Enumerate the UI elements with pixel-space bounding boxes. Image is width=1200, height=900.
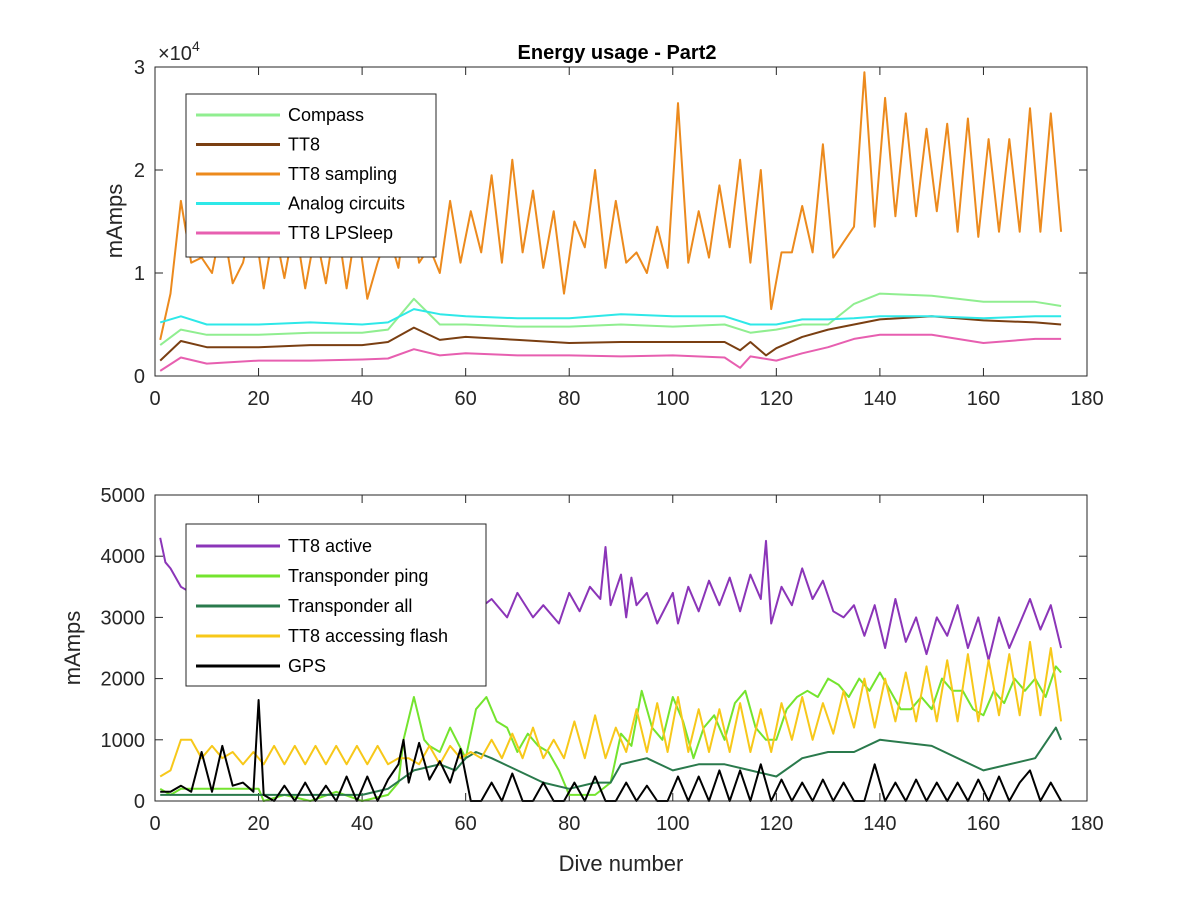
legend-label-transponder-ping: Transponder ping [288,566,428,586]
legend-label-compass: Compass [288,105,364,125]
bottom-legend: TT8 active Transponder ping Transponder al… [185,523,487,687]
series-line-tt8-accessing-flash [159,640,1063,778]
x-tick-label: 40 [351,388,373,410]
x-tick-label: 160 [967,813,1000,835]
x-tick-label: 80 [558,388,580,410]
top-y-axis-label: mAmps [102,184,127,259]
y-tick-label: 3000 [101,607,146,629]
series-line-transponder-all [160,726,1063,796]
legend-label-tt8-sampling: TT8 sampling [288,164,397,184]
series-line-compass [159,292,1062,346]
bottom-x-axis-label: Dive number [559,851,684,876]
series-line-tt8 [159,315,1062,362]
x-tick-label: 120 [760,388,793,410]
x-tick-label: 120 [760,813,793,835]
bottom-plot-frame [154,494,1088,802]
x-tick-label: 180 [1070,813,1103,835]
y-tick-label: 1 [134,263,145,285]
y-tick-label: 5000 [101,485,146,507]
bottom-y-axis-label: mAmps [60,611,85,686]
legend-label-tt8: TT8 [288,135,320,155]
bottom-series-lines [159,537,1063,802]
x-tick-label: 20 [247,388,269,410]
y-tick-label: 4000 [101,546,146,568]
y-tick-label: 2000 [101,669,146,691]
legend-label-tt8-active: TT8 active [288,536,372,556]
bottom-x-ticks: 0 20 40 60 80 100 120 140 160 180 [149,495,1104,835]
x-tick-label: 0 [149,813,160,835]
x-tick-label: 40 [351,813,373,835]
y-tick-label: 0 [134,791,145,813]
y-tick-label: 0 [134,366,145,388]
x-tick-label: 60 [455,813,477,835]
x-tick-label: 180 [1070,388,1103,410]
series-line-tt8-sampling [159,71,1063,341]
x-tick-label: 0 [149,388,160,410]
legend-label-gps: GPS [288,656,326,676]
bottom-chart-panel: mAmps Dive number 0 20 40 60 80 100 120 140 160 1… [60,485,1104,876]
y-tick-label: 1000 [101,730,146,752]
y-tick-label: 2 [134,160,145,182]
legend-label-analog-circuits: Analog circuits [288,194,405,214]
series-line-tt8-lpsleep [159,333,1062,372]
y-exponent-label: ×104 [158,38,200,65]
x-tick-label: 140 [863,388,896,410]
top-series-lines [159,71,1063,372]
legend-label-transponder-all: Transponder all [288,596,412,616]
chart-title: Energy usage - Part2 [518,42,717,64]
x-tick-label: 140 [863,813,896,835]
bottom-y-ticks: 0 1000 2000 3000 4000 5000 [101,485,1087,813]
legend-label-tt8-accessing-flash: TT8 accessing flash [288,626,448,646]
top-plot-frame [154,66,1088,377]
x-tick-label: 20 [247,813,269,835]
top-chart-panel: Energy usage - Part2 ×104 mAmps 0 20 40 60 8… [102,38,1104,410]
legend-label-tt8-lpsleep: TT8 LPSleep [288,223,393,243]
x-tick-label: 100 [656,813,689,835]
series-line-analog-circuits [159,308,1062,326]
series-line-gps [160,699,1062,802]
x-tick-label: 60 [455,388,477,410]
y-tick-label: 3 [134,57,145,79]
x-tick-label: 100 [656,388,689,410]
top-x-ticks: 0 20 40 60 80 100 120 140 160 180 [149,67,1104,410]
top-legend: Compass TT8 TT8 sampling Analog circuits TT8… [185,93,437,258]
x-tick-label: 80 [558,813,580,835]
x-tick-label: 160 [967,388,1000,410]
